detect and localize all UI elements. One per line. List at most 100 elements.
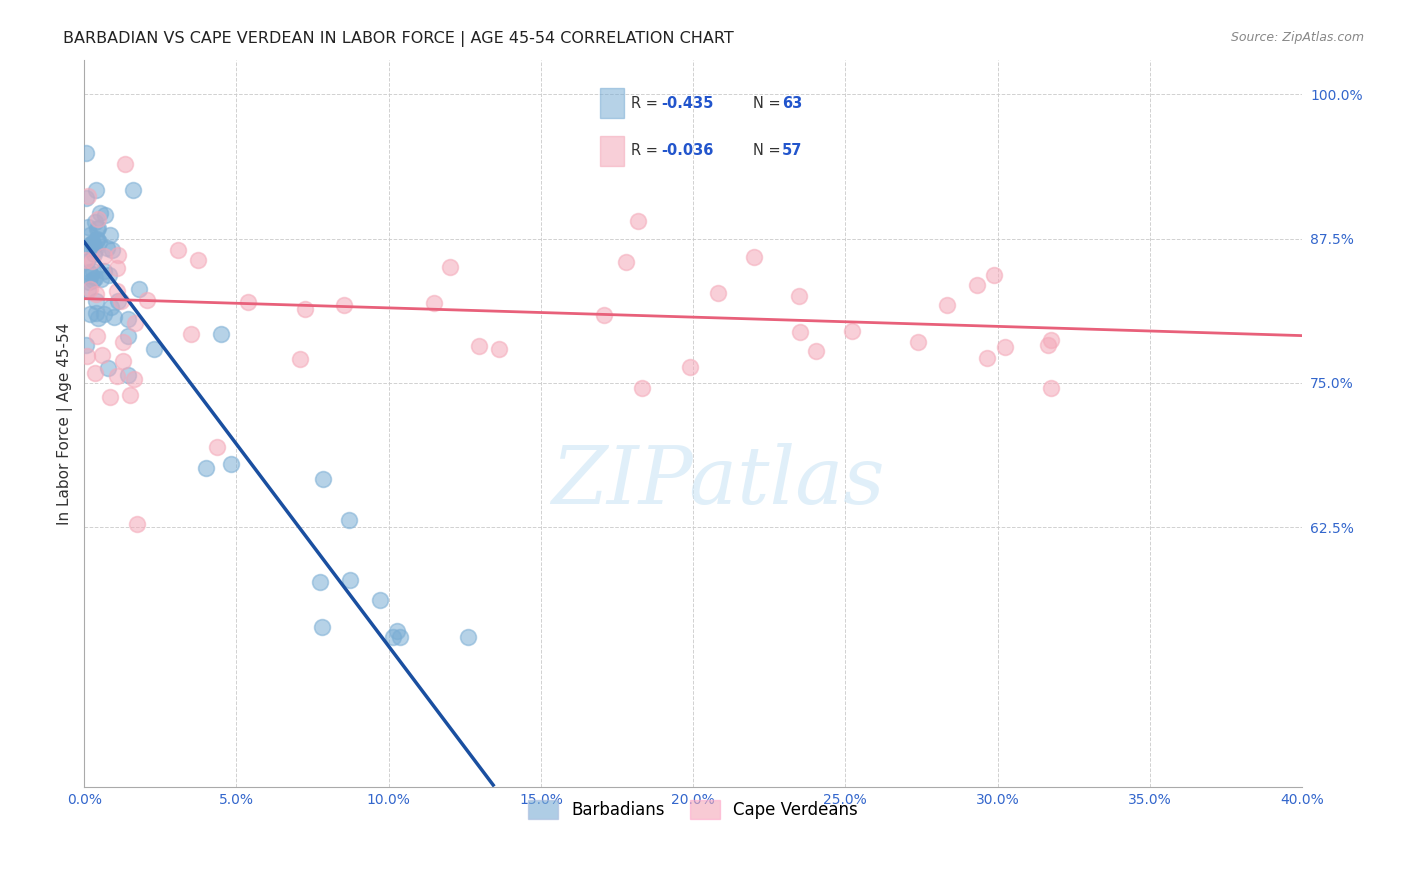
Point: [124, 316, 146, 330]
Point: [82, 236, 104, 251]
Point: [166, 244, 188, 258]
Point: [101, 244, 124, 258]
Point: [382, 630, 405, 644]
Point: [84, 214, 107, 228]
Point: [98, 390, 121, 404]
Point: [117, 368, 139, 383]
Point: [337, 513, 360, 527]
Point: [107, 293, 129, 308]
Point: [82, 264, 104, 278]
Point: [107, 248, 129, 262]
Point: [90, 348, 112, 362]
Point: [93, 249, 115, 263]
Point: [75, 190, 97, 204]
Point: [75, 338, 97, 352]
Point: [117, 329, 139, 343]
Point: [107, 368, 129, 383]
Point: [100, 300, 122, 314]
Point: [75, 252, 97, 267]
Point: [87, 311, 110, 326]
Point: [368, 592, 391, 607]
Point: [627, 213, 650, 227]
Point: [128, 282, 150, 296]
Point: [468, 339, 491, 353]
Point: [105, 285, 128, 299]
Point: [80, 254, 103, 268]
Point: [488, 342, 510, 356]
Point: [84, 286, 107, 301]
Point: [114, 157, 136, 171]
Point: [82, 273, 104, 287]
Point: [707, 286, 730, 301]
Point: [87, 211, 110, 226]
Point: [83, 247, 105, 261]
Point: [79, 238, 101, 252]
Point: [77, 265, 100, 279]
Point: [93, 307, 115, 321]
Point: [180, 326, 202, 341]
Point: [80, 268, 103, 282]
Point: [332, 298, 354, 312]
Point: [311, 620, 333, 634]
Point: [76, 189, 98, 203]
Point: [135, 293, 157, 307]
Point: [221, 458, 243, 472]
Point: [117, 312, 139, 326]
Point: [118, 388, 141, 402]
Point: [742, 250, 765, 264]
Point: [86, 329, 108, 343]
Point: [294, 301, 316, 316]
Point: [789, 325, 811, 339]
Point: [236, 295, 259, 310]
Point: [94, 208, 117, 222]
Point: [84, 243, 107, 257]
Point: [111, 334, 134, 349]
Point: [789, 288, 811, 302]
Point: [76, 254, 98, 268]
Point: [82, 235, 104, 250]
Point: [76, 349, 98, 363]
Legend: Barbadians, Cape Verdeans: Barbadians, Cape Verdeans: [522, 794, 865, 826]
Point: [105, 261, 128, 276]
Point: [96, 241, 118, 255]
Text: Source: ZipAtlas.com: Source: ZipAtlas.com: [1230, 31, 1364, 45]
Point: [679, 359, 702, 374]
Point: [209, 326, 232, 341]
Point: [98, 268, 121, 283]
Point: [966, 278, 988, 293]
Point: [976, 351, 998, 365]
Point: [86, 232, 108, 246]
Point: [631, 381, 654, 395]
Point: [339, 573, 361, 587]
Point: [143, 342, 166, 356]
Point: [288, 351, 311, 366]
Point: [89, 205, 111, 219]
Point: [994, 340, 1017, 354]
Point: [125, 517, 148, 532]
Point: [83, 366, 105, 380]
Point: [308, 575, 330, 590]
Point: [312, 472, 335, 486]
Point: [122, 372, 145, 386]
Point: [457, 630, 479, 644]
Point: [423, 296, 446, 310]
Point: [1039, 381, 1062, 395]
Point: [93, 264, 115, 278]
Point: [1036, 337, 1059, 351]
Point: [75, 146, 97, 161]
Point: [84, 306, 107, 320]
Point: [77, 275, 100, 289]
Point: [110, 293, 132, 308]
Point: [103, 310, 125, 324]
Point: [195, 461, 218, 475]
Text: BARBADIAN VS CAPE VERDEAN IN LABOR FORCE | AGE 45-54 CORRELATION CHART: BARBADIAN VS CAPE VERDEAN IN LABOR FORCE…: [63, 31, 734, 47]
Point: [87, 235, 110, 249]
Point: [79, 307, 101, 321]
Point: [205, 440, 228, 454]
Point: [841, 324, 863, 338]
Point: [77, 283, 100, 297]
Point: [592, 308, 614, 322]
Point: [122, 182, 145, 196]
Point: [82, 238, 104, 252]
Point: [86, 222, 108, 236]
